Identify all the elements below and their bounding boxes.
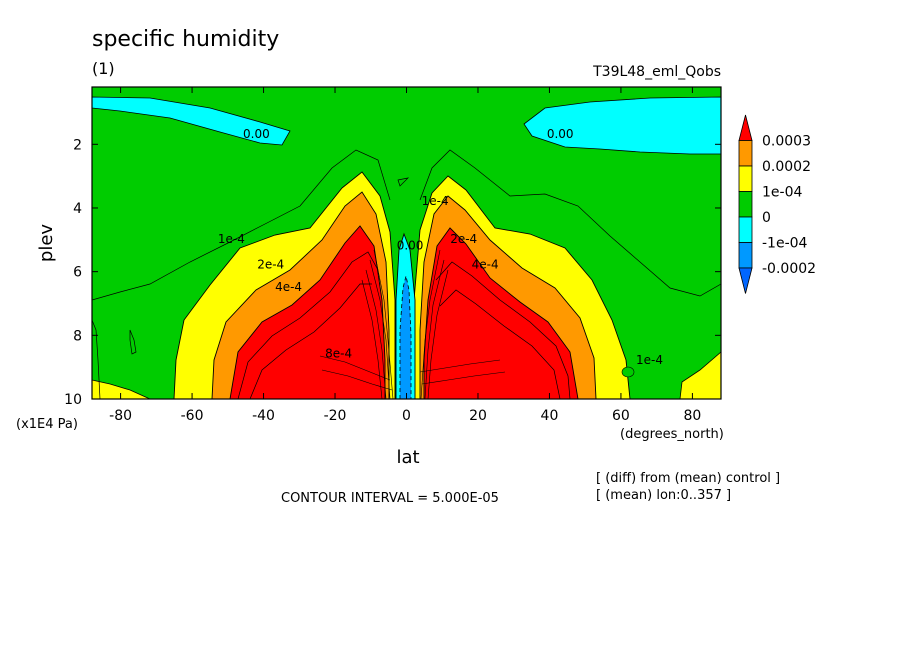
contour-lines [92, 149, 721, 399]
upper-left-negative-region [92, 96, 291, 146]
contour-line [237, 251, 379, 399]
x-tick-label: -80 [109, 408, 132, 424]
y-tick-label: 8 [73, 328, 82, 344]
contour-label: 0.00 [547, 127, 574, 141]
colorbar-label: 0.0002 [762, 159, 811, 175]
colorbar-swatch [738, 140, 753, 167]
contour-line [373, 249, 394, 399]
y-axis-unit: (x1E4 Pa) [16, 417, 78, 432]
contour-label: 1e-4 [422, 194, 449, 208]
contour-line [92, 149, 391, 301]
colorbar-label: 1e-04 [762, 185, 802, 201]
surface-green-spot [621, 366, 635, 378]
contour-line [420, 249, 441, 399]
colorbar-swatch [738, 242, 753, 269]
x-tick-label: 0 [402, 408, 411, 424]
mean-note: [ (mean) lon:0..357 ] [596, 488, 731, 503]
contour-label: 1e-4 [636, 353, 663, 367]
contour-labels: 0.00 0.00 1e-4 2e-4 4e-4 1e-4 0.00 2e-4 4e-4 8e-4… [218, 127, 663, 367]
contour-label: 8e-4 [325, 347, 352, 361]
x-tick-label: -20 [324, 408, 347, 424]
contour-line [419, 359, 501, 373]
contour-label: 0.00 [243, 127, 270, 141]
chart-subtitle: (1) [92, 59, 115, 78]
left-surface-yellow [92, 379, 151, 399]
contour-line [361, 279, 383, 399]
dataset-label: T39L48_eml_Qobs [592, 64, 721, 80]
contour-label: 4e-4 [275, 280, 302, 294]
x-tick-label: 40 [541, 408, 559, 424]
contour-line [427, 269, 449, 399]
y-tick-label: 2 [73, 137, 82, 153]
contour-label: 2e-4 [257, 257, 284, 271]
x-tick-label: 20 [469, 408, 487, 424]
contour-line [92, 319, 101, 399]
diff-note: [ (diff) from (mean) control ] [596, 471, 780, 486]
upper-right-negative-region [523, 96, 721, 155]
contour-label: 0.00 [397, 238, 424, 252]
colorbar-max-arrow [738, 114, 753, 141]
contour-line [397, 177, 410, 187]
contour-line [421, 371, 506, 385]
x-tick-label: -40 [252, 408, 275, 424]
contour-line [435, 261, 571, 399]
right-surface-yellow [679, 351, 721, 399]
contour-field [92, 87, 721, 399]
x-axis-unit: (degrees_north) [620, 427, 724, 442]
x-tick-label: -60 [181, 408, 204, 424]
y-tick-label: 4 [73, 201, 82, 217]
colorbar-min-arrow [738, 267, 753, 294]
contour-line [319, 355, 391, 381]
y-axis-title: plev [36, 224, 57, 263]
contour-label: 1e-4 [218, 232, 245, 246]
colorbar-swatch [738, 165, 753, 192]
contour-line [439, 289, 561, 399]
colorbar-label: -0.0002 [762, 261, 816, 277]
contour-line [424, 259, 445, 399]
colorbar-label: 0 [762, 210, 771, 226]
contour-label: 2e-4 [450, 232, 477, 246]
x-tick-label: 60 [612, 408, 630, 424]
colorbar-label: -1e-04 [762, 236, 808, 252]
right-red-core [423, 227, 579, 399]
contour-label: 4e-4 [472, 257, 499, 271]
contour-line [365, 269, 387, 399]
y-tick-label: 6 [73, 265, 82, 281]
x-axis-title: lat [396, 447, 419, 468]
x-tick-label: 80 [683, 408, 701, 424]
colorbar-swatch [738, 216, 753, 243]
colorbar-label: 0.0003 [762, 134, 811, 150]
contour-line [129, 329, 137, 355]
contour-line [249, 283, 372, 399]
contour-line [321, 369, 393, 391]
colorbar: 0.0003 0.0002 1e-04 0 -1e-04 -0.0002 [738, 114, 816, 294]
contour-line [419, 149, 721, 297]
contour-line [369, 259, 391, 399]
y-tick-label: 10 [64, 392, 82, 408]
chart-title: specific humidity [92, 27, 279, 52]
colorbar-swatch [738, 191, 753, 218]
contour-interval-note: CONTOUR INTERVAL = 5.000E-05 [281, 491, 499, 506]
dense-contour-bundle [319, 249, 506, 399]
equatorial-deep-negative [399, 275, 412, 399]
y-axis: 2 4 6 8 10 [64, 137, 721, 408]
x-axis: -80 -60 -40 -20 0 20 40 60 80 [109, 87, 701, 424]
